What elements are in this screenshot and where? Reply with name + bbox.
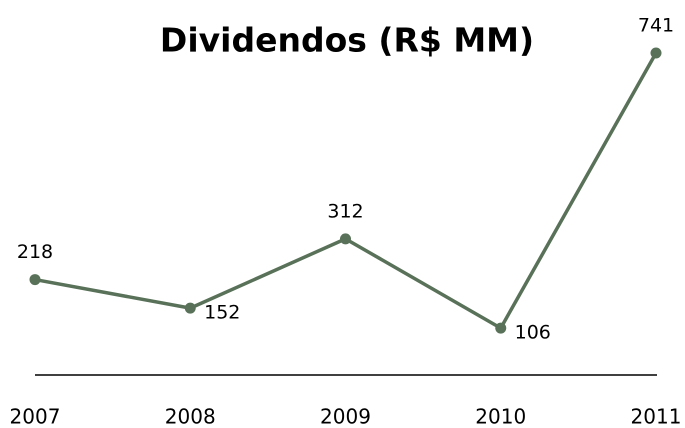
point xyxy=(650,47,662,59)
x-tick-label: 2009 xyxy=(320,405,371,428)
x-tick-label: 2008 xyxy=(165,405,216,428)
x-tick-label: 2007 xyxy=(10,405,61,428)
point xyxy=(29,274,41,286)
point xyxy=(340,233,351,245)
chart-title: Dividendos (R$ MM) xyxy=(160,21,534,60)
data-label: 106 xyxy=(515,322,551,344)
data-label: 152 xyxy=(204,302,240,324)
point xyxy=(184,302,196,314)
data-label: 218 xyxy=(17,241,53,263)
x-tick-label: 2010 xyxy=(475,405,526,428)
line xyxy=(34,52,658,330)
point xyxy=(495,322,507,334)
data-label: 312 xyxy=(327,200,363,222)
data-label: 741 xyxy=(638,15,674,37)
x-tick-label: 2011 xyxy=(631,405,682,428)
